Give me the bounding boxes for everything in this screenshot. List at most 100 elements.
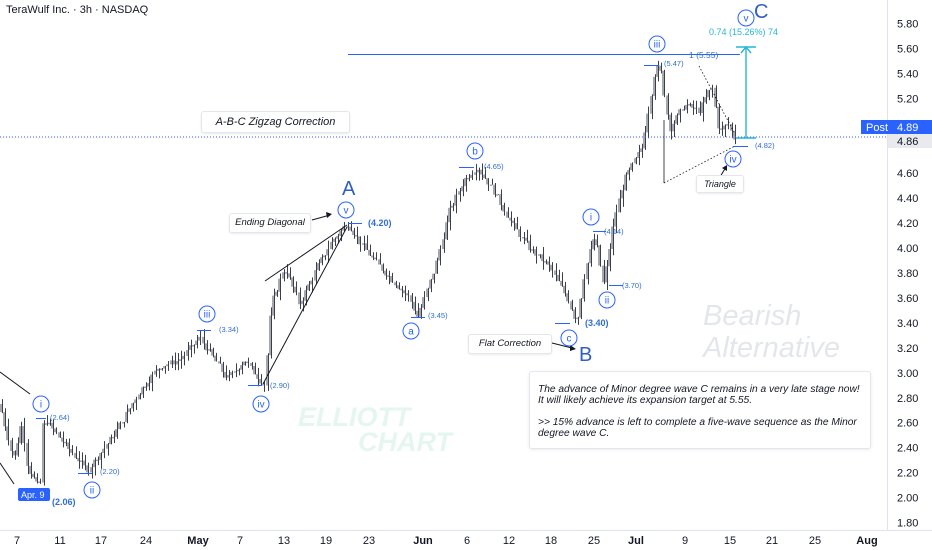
wave-label-b: b — [472, 147, 478, 158]
time-tick-label: 6 — [464, 535, 470, 547]
wave-label-i: i — [40, 400, 42, 411]
key-point-markers: (2.06) (2.64) (2.20) (3.34) (2.90) (4.20) (3.4… — [28, 59, 775, 507]
key-point-label: (2.06) — [52, 497, 76, 507]
wave-circle-v — [737, 9, 755, 27]
ending-diagonal-lower — [262, 226, 348, 385]
price-tick-label: 3.00 — [897, 368, 918, 380]
price-tick-label: 4.60 — [897, 168, 918, 180]
key-point-label: (4.82) — [755, 141, 775, 150]
triangle-text: Triangle — [704, 179, 736, 189]
zigzag-title: A-B-C Zigzag Correction — [215, 116, 336, 128]
watermark-logo-line-2: CHART — [358, 427, 452, 457]
key-point-label: (2.90) — [270, 381, 290, 390]
watermark-line-1: Bearish — [703, 300, 802, 332]
time-tick-label: Jun — [413, 535, 433, 547]
price-tick-label: 3.20 — [897, 343, 918, 355]
wave-label-c: c — [567, 334, 572, 345]
price-tick-label: 5.80 — [897, 19, 918, 31]
note-paragraph-1: The advance of Minor degree wave C remai… — [538, 384, 860, 406]
wave-circle-iii — [198, 305, 216, 323]
key-point-label: (4.14) — [604, 227, 624, 236]
wave-A-label: A — [342, 178, 356, 200]
time-tick-label: May — [187, 535, 209, 547]
time-tick-label: 25 — [588, 535, 600, 547]
price-tick-label: 2.60 — [897, 418, 918, 430]
wave-circle-v — [337, 201, 355, 219]
price-tick-label: 4.40 — [897, 193, 918, 205]
key-point-label: (2.64) — [50, 413, 70, 422]
ending-diagonal-upper — [264, 224, 348, 282]
wave-label-v: v — [744, 14, 749, 25]
wave-label-iv: iv — [729, 155, 736, 166]
time-tick-label: 9 — [682, 535, 688, 547]
price-tick-label: 1.80 — [897, 518, 918, 530]
target-line-label: 1 (5.55) — [689, 50, 718, 60]
price-axis[interactable]: 5.80 5.60 5.40 5.20 4.60 4.40 4.20 4.00 3.80 3.60… — [897, 19, 918, 530]
watermark-bearish: Bearish Alternative — [703, 300, 840, 364]
key-point-label: (3.45) — [428, 311, 448, 320]
wave-label-a: a — [408, 327, 414, 338]
ending-diagonal-box: Ending Diagonal — [229, 213, 311, 233]
triangle-lower — [663, 145, 736, 184]
price-tick-label: 5.20 — [897, 93, 918, 105]
price-tick-label: 3.80 — [897, 268, 918, 280]
post-label: Post — [866, 122, 888, 134]
price-tick-label: 2.20 — [897, 468, 918, 480]
time-tick-label: 19 — [320, 535, 332, 547]
time-tick-label: Aug — [856, 535, 877, 547]
chart-title: TeraWulf Inc. · 3h · NASDAQ — [6, 4, 149, 16]
wave-C-label: C — [754, 1, 768, 23]
wave-label-v: v — [344, 206, 349, 217]
wave-circle-i — [582, 208, 600, 226]
watermark-line-2: Alternative — [703, 332, 841, 364]
post-price-badge — [861, 120, 932, 134]
wave-circle-c — [560, 329, 578, 347]
watermark-logo-line-1: ELLIOTT — [298, 402, 411, 432]
time-tick-label: Jul — [628, 535, 644, 547]
time-tick-label: 25 — [809, 535, 821, 547]
price-tick-label: 3.60 — [897, 293, 918, 305]
triangle-upper — [698, 65, 736, 135]
time-axis[interactable]: 7 11 17 24 May 7 13 19 23 Jun 6 12 18 25 Jul 9 15 21 25 Aug — [14, 535, 878, 547]
triangle-arrowhead — [722, 165, 727, 171]
wave-label-i: i — [590, 213, 592, 224]
zigzag-title-box: A-B-C Zigzag Correction — [201, 111, 350, 133]
wave-circle-iv — [252, 395, 270, 413]
time-tick-label: 7 — [14, 535, 20, 547]
time-tick-label: 7 — [237, 535, 243, 547]
price-tick-label: 2.40 — [897, 443, 918, 455]
wave-label-iii: iii — [204, 310, 211, 321]
date-badge — [18, 488, 50, 501]
wave-circle-i — [32, 395, 50, 413]
current-price: 4.86 — [897, 136, 918, 148]
time-tick-label: 18 — [545, 535, 557, 547]
price-tick-label: 2.80 — [897, 393, 918, 405]
flat-correction-text: Flat Correction — [478, 338, 542, 349]
flat-correction-box: Flat Correction — [468, 334, 552, 354]
price-tick-label: 4.00 — [897, 243, 918, 255]
key-point-label: (4.65) — [484, 162, 504, 171]
time-tick-label: 24 — [140, 535, 152, 547]
measure-label: 0.74 (15.26%) 74 — [709, 27, 778, 37]
time-tick-label: 15 — [724, 535, 736, 547]
wave-circle-ii — [83, 481, 101, 499]
time-tick-label: 12 — [503, 535, 515, 547]
analysis-note: The advance of Minor degree wave C remai… — [529, 371, 871, 449]
time-tick-label: 17 — [95, 535, 107, 547]
time-tick-label: 13 — [278, 535, 290, 547]
wave-label-iv: iv — [257, 400, 264, 411]
wave-circle-a — [402, 322, 420, 340]
ending-diagonal-arrowhead — [326, 212, 332, 218]
time-tick-label: 23 — [363, 535, 375, 547]
key-point-label: (3.34) — [219, 325, 239, 334]
flat-correction-arrowhead — [570, 345, 576, 351]
key-point-label: (2.20) — [100, 467, 120, 476]
price-tick-label: 2.00 — [897, 493, 918, 505]
candles — [0, 60, 736, 486]
wave-circle-b — [466, 142, 484, 160]
key-point-label: (3.70) — [622, 281, 642, 290]
wave-B-label: B — [579, 344, 592, 366]
price-tick-label: 4.20 — [897, 218, 918, 230]
